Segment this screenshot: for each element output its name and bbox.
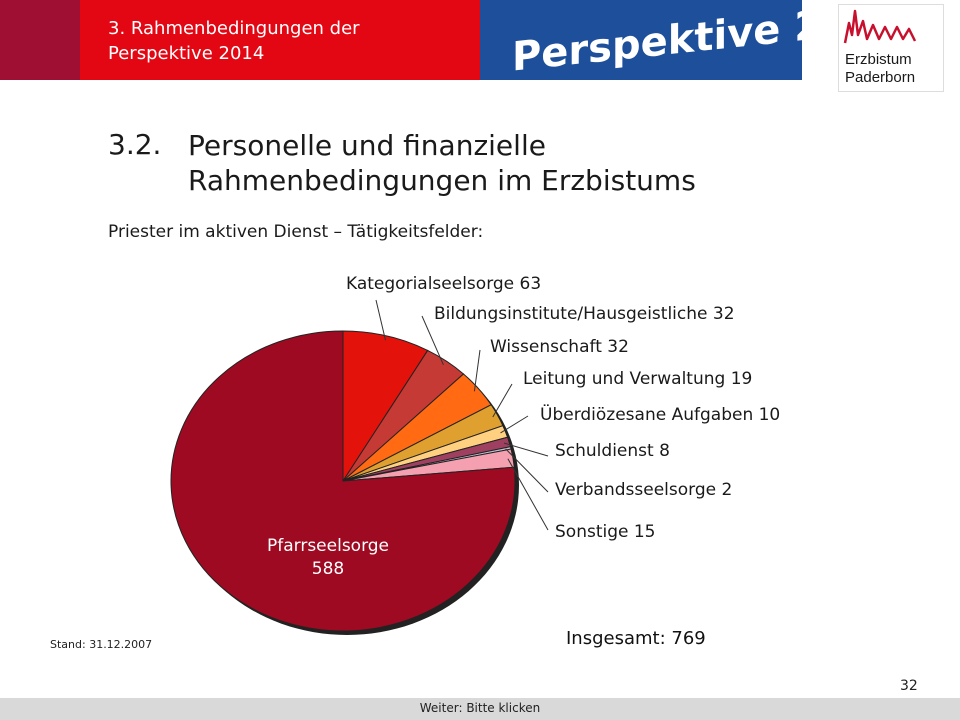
slice-label: Leitung und Verwaltung 19	[523, 369, 752, 389]
page-number: 32	[900, 678, 918, 694]
leader-line	[421, 315, 444, 366]
title-line2: Rahmenbedingungen im Erzbistums	[188, 164, 696, 197]
slice-label: Sonstige 15	[555, 522, 656, 542]
cathedral-icon	[843, 9, 917, 44]
pie-slice	[342, 330, 429, 483]
perspektive-banner: Perspektive 2014	[480, 0, 802, 80]
slice-label: Bildungsinstitute/Hausgeistliche 32	[434, 304, 735, 324]
logo-line2: Paderborn	[845, 69, 916, 86]
erzbistum-logo: Erzbistum Paderborn	[838, 4, 944, 92]
title-number: 3.2.	[108, 128, 162, 161]
pie-slice	[170, 330, 516, 632]
leader-line	[492, 383, 513, 418]
section-title: 3. Rahmenbedingungen der Perspektive 201…	[108, 18, 360, 64]
header-section-bar	[80, 0, 480, 80]
subtitle: Priester im aktiven Dienst – Tätigkeitsf…	[108, 222, 484, 242]
pie-leader-lines	[375, 299, 549, 531]
slice-label: Wissenschaft 32	[490, 337, 629, 357]
pie-labels: Kategorialseelsorge 63 Bildungsinstitute/…	[267, 274, 780, 579]
slice-label: Schuldienst 8	[555, 441, 670, 461]
slice-label: Überdiözesane Aufgaben 10	[540, 403, 780, 425]
leader-line	[507, 458, 549, 531]
footer-bar[interactable]: Weiter: Bitte klicken	[0, 698, 960, 720]
logo-text: Erzbistum Paderborn	[845, 51, 915, 87]
leader-line	[500, 415, 529, 434]
slice-label: Verbandsseelsorge 2	[555, 480, 732, 500]
leader-line	[503, 442, 549, 457]
slice-label: Pfarrseelsorge	[267, 536, 389, 556]
total-count: Insgesamt: 769	[566, 628, 706, 649]
header-accent-block	[0, 0, 80, 80]
leader-line	[505, 448, 549, 493]
continue-hint[interactable]: Weiter: Bitte klicken	[419, 701, 541, 715]
leader-line	[375, 299, 386, 341]
slice-value-label: 588	[312, 559, 344, 579]
perspektive-logo: Perspektive 2014	[512, 0, 802, 80]
page-title: Personelle und finanzielle Rahmenbedingu…	[188, 128, 888, 198]
date-stamp: Stand: 31.12.2007	[50, 638, 153, 651]
leader-line	[473, 349, 481, 392]
logo-line1: Erzbistum	[845, 51, 912, 68]
pie-slices	[170, 330, 516, 632]
slice-label: Kategorialseelsorge 63	[346, 274, 541, 294]
title-line1: Personelle und finanzielle	[188, 129, 546, 162]
